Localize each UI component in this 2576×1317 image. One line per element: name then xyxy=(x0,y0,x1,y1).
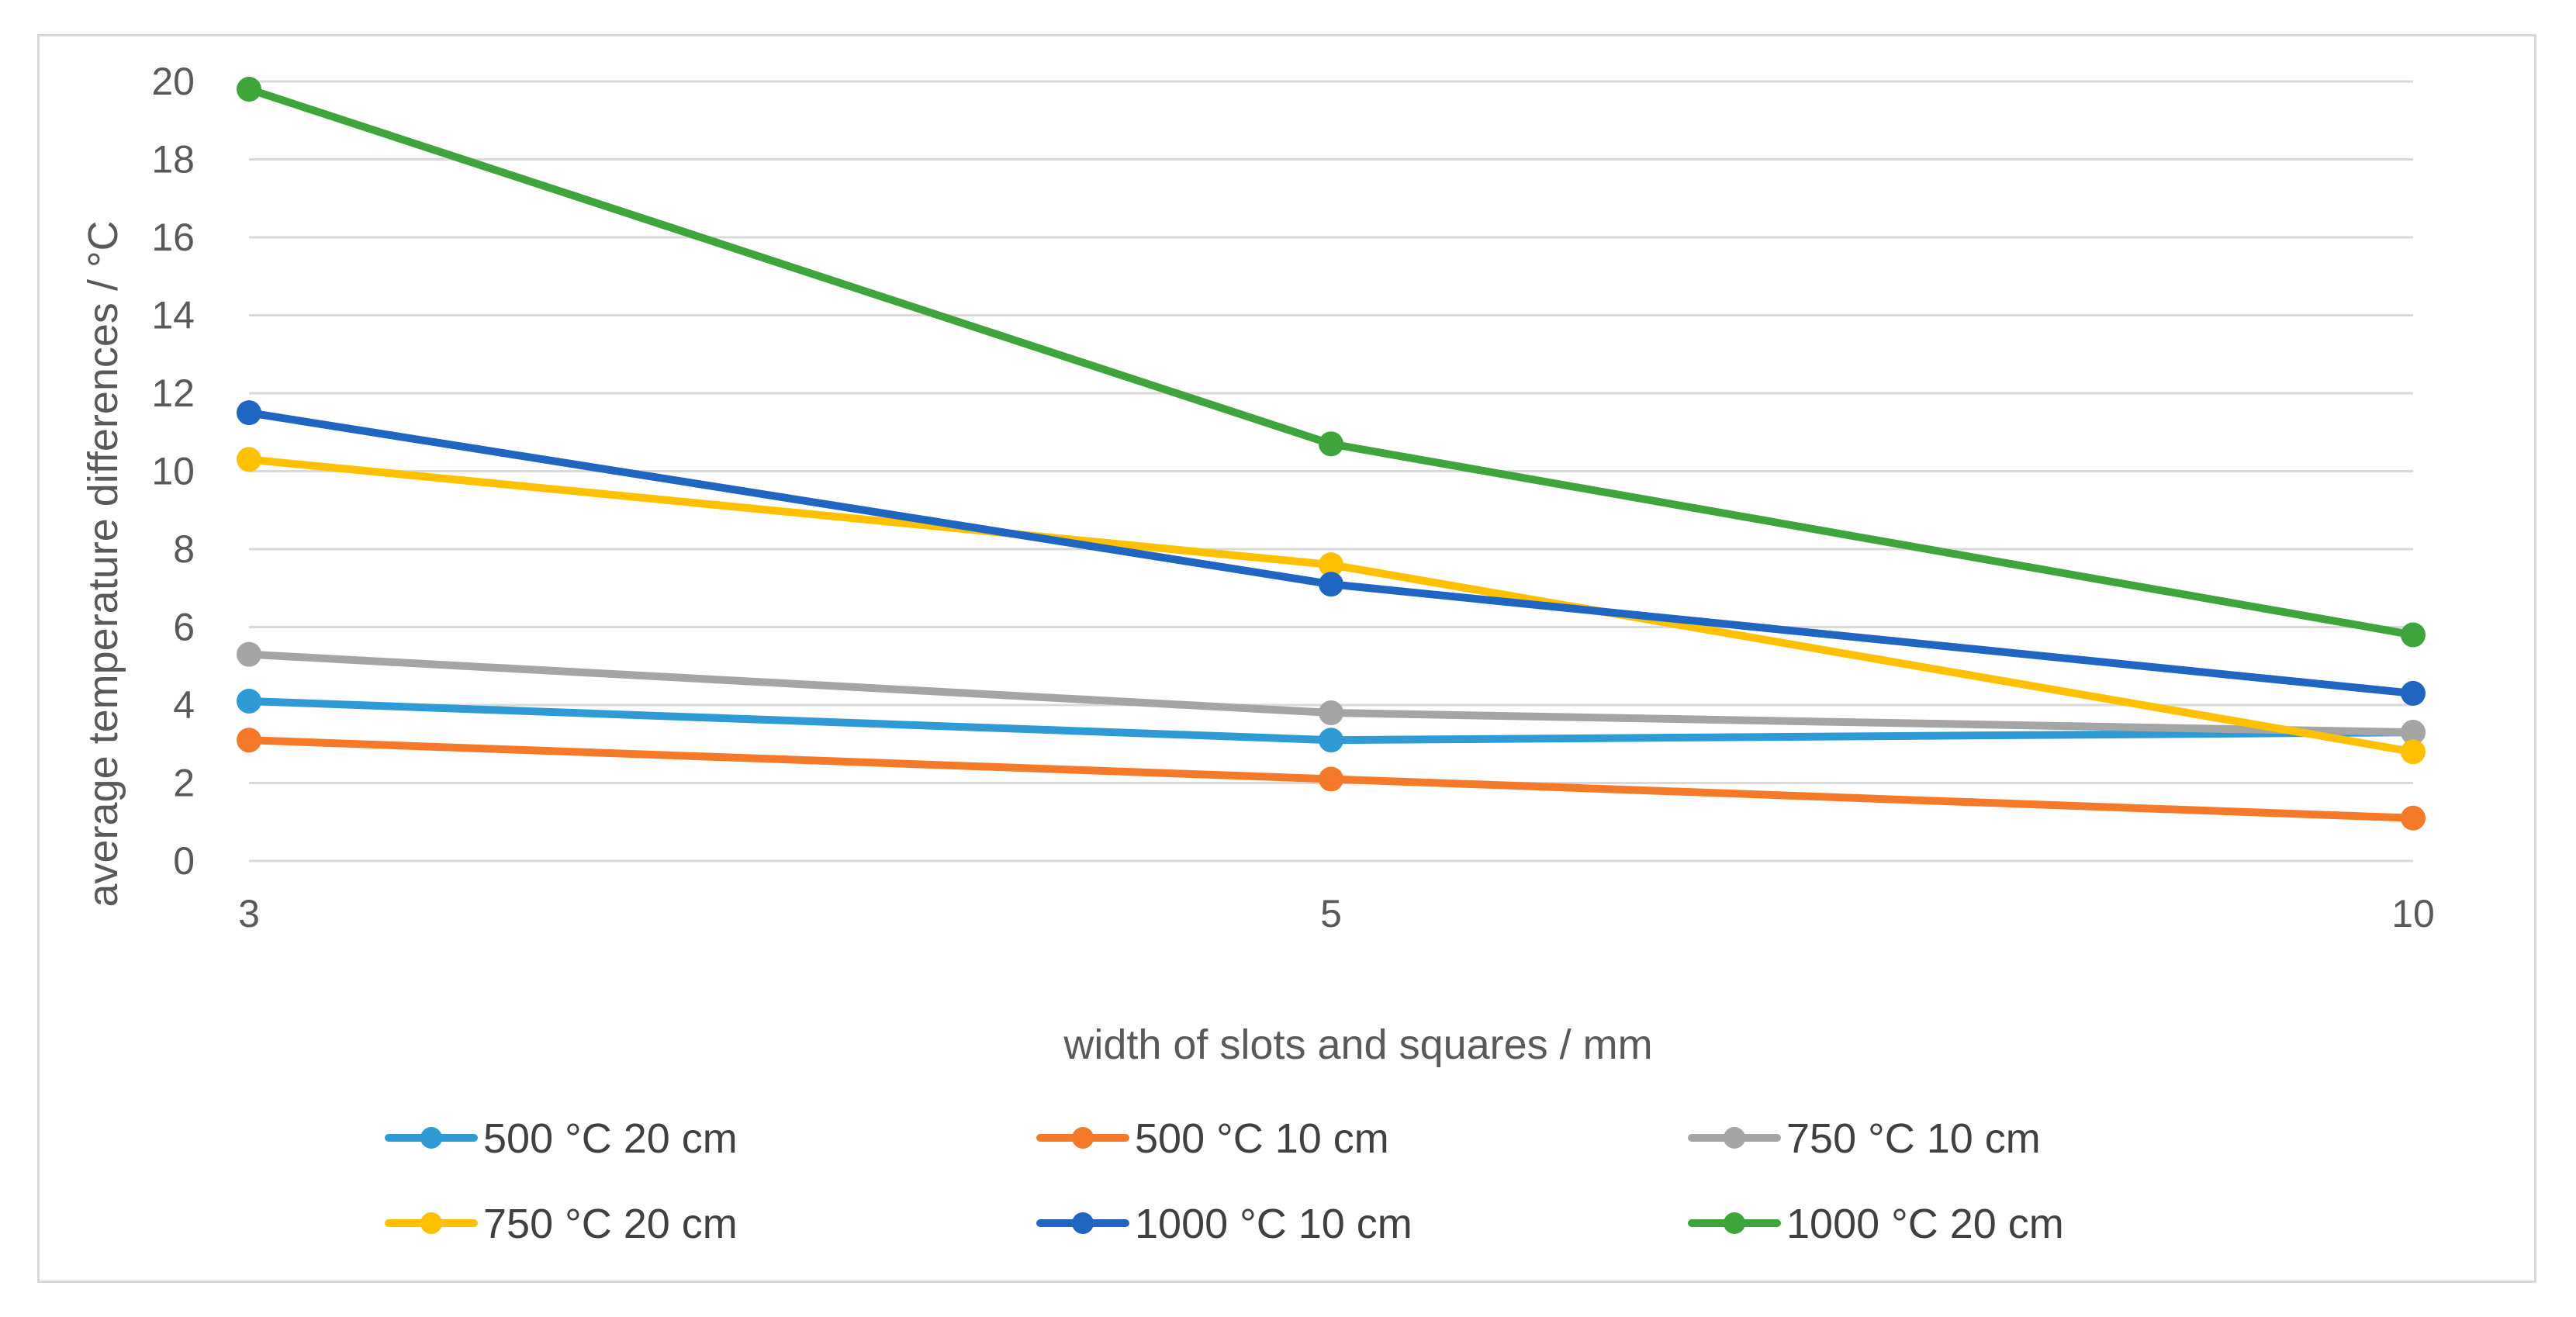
data-point xyxy=(2401,720,2426,745)
legend-entry: 500 °C 10 cm xyxy=(1036,1115,1389,1162)
data-point xyxy=(1319,572,1343,597)
y-tick-label: 12 xyxy=(151,372,195,415)
x-tick-label: 3 xyxy=(238,892,260,935)
legend: 500 °C 20 cm 500 °C 10 cm 750 °C 10 cm 750 … xyxy=(385,1115,2064,1247)
line-chart: 0 2 4 6 8 10 12 14 16 18 20 3 5 10 average temperatu… xyxy=(80,60,2435,1247)
legend-marker-swatch xyxy=(420,1212,442,1234)
legend-entry: 1000 °C 10 cm xyxy=(1036,1201,1412,1247)
series-lines xyxy=(237,77,2426,831)
legend-label: 1000 °C 20 cm xyxy=(1786,1201,2064,1247)
y-tick-label: 10 xyxy=(151,450,195,493)
y-axis-title: average temperature differences / °C xyxy=(80,220,126,907)
data-point xyxy=(237,688,261,714)
legend-marker-swatch xyxy=(1072,1212,1094,1234)
legend-label: 1000 °C 10 cm xyxy=(1135,1201,1412,1247)
data-point xyxy=(1319,700,1343,726)
data-point xyxy=(1319,766,1343,792)
legend-entry: 750 °C 10 cm xyxy=(1688,1115,2041,1162)
y-tick-label: 20 xyxy=(151,60,195,103)
y-tick-label: 14 xyxy=(151,294,195,337)
series-500-c-10-cm xyxy=(237,728,2426,831)
legend-marker-swatch xyxy=(1724,1212,1745,1234)
data-point xyxy=(2401,680,2426,706)
series-1000-c-20-cm xyxy=(237,77,2426,648)
legend-entry: 750 °C 20 cm xyxy=(385,1201,738,1247)
data-point xyxy=(237,728,261,753)
data-point xyxy=(2401,739,2426,765)
legend-entry: 500 °C 20 cm xyxy=(385,1115,738,1162)
x-tick-label: 5 xyxy=(1320,892,1342,935)
y-axis-tick-labels: 0 2 4 6 8 10 12 14 16 18 20 xyxy=(151,60,195,883)
legend-entry: 1000 °C 20 cm xyxy=(1688,1201,2064,1247)
data-point xyxy=(237,641,261,667)
y-tick-label: 16 xyxy=(151,216,195,259)
data-point xyxy=(2401,805,2426,831)
legend-marker-swatch xyxy=(1724,1127,1745,1149)
series-750-c-20-cm xyxy=(237,447,2426,765)
y-tick-label: 4 xyxy=(173,683,195,727)
legend-marker-swatch xyxy=(1072,1127,1094,1149)
x-axis-title: width of slots and squares / mm xyxy=(1063,1021,1652,1068)
data-point xyxy=(237,77,261,102)
legend-label: 750 °C 20 cm xyxy=(483,1201,738,1247)
data-point xyxy=(237,447,261,472)
x-axis-tick-labels: 3 5 10 xyxy=(238,892,2435,935)
y-tick-label: 2 xyxy=(173,762,195,805)
data-point xyxy=(1319,431,1343,457)
y-tick-label: 8 xyxy=(173,527,195,571)
data-point xyxy=(2401,622,2426,648)
x-tick-label: 10 xyxy=(2391,892,2435,935)
legend-label: 500 °C 20 cm xyxy=(483,1115,738,1162)
legend-label: 750 °C 10 cm xyxy=(1786,1115,2041,1162)
chart-frame: 0 2 4 6 8 10 12 14 16 18 20 3 5 10 average temperatu… xyxy=(37,34,2536,1283)
series-1000-c-10-cm xyxy=(237,400,2426,706)
legend-label: 500 °C 10 cm xyxy=(1135,1115,1389,1162)
y-tick-label: 18 xyxy=(151,138,195,181)
data-point xyxy=(237,400,261,426)
y-tick-label: 6 xyxy=(173,606,195,649)
y-tick-label: 0 xyxy=(173,839,195,883)
series-750-c-10-cm xyxy=(237,641,2426,745)
data-point xyxy=(1319,552,1343,578)
legend-marker-swatch xyxy=(420,1127,442,1149)
data-point xyxy=(1319,728,1343,753)
